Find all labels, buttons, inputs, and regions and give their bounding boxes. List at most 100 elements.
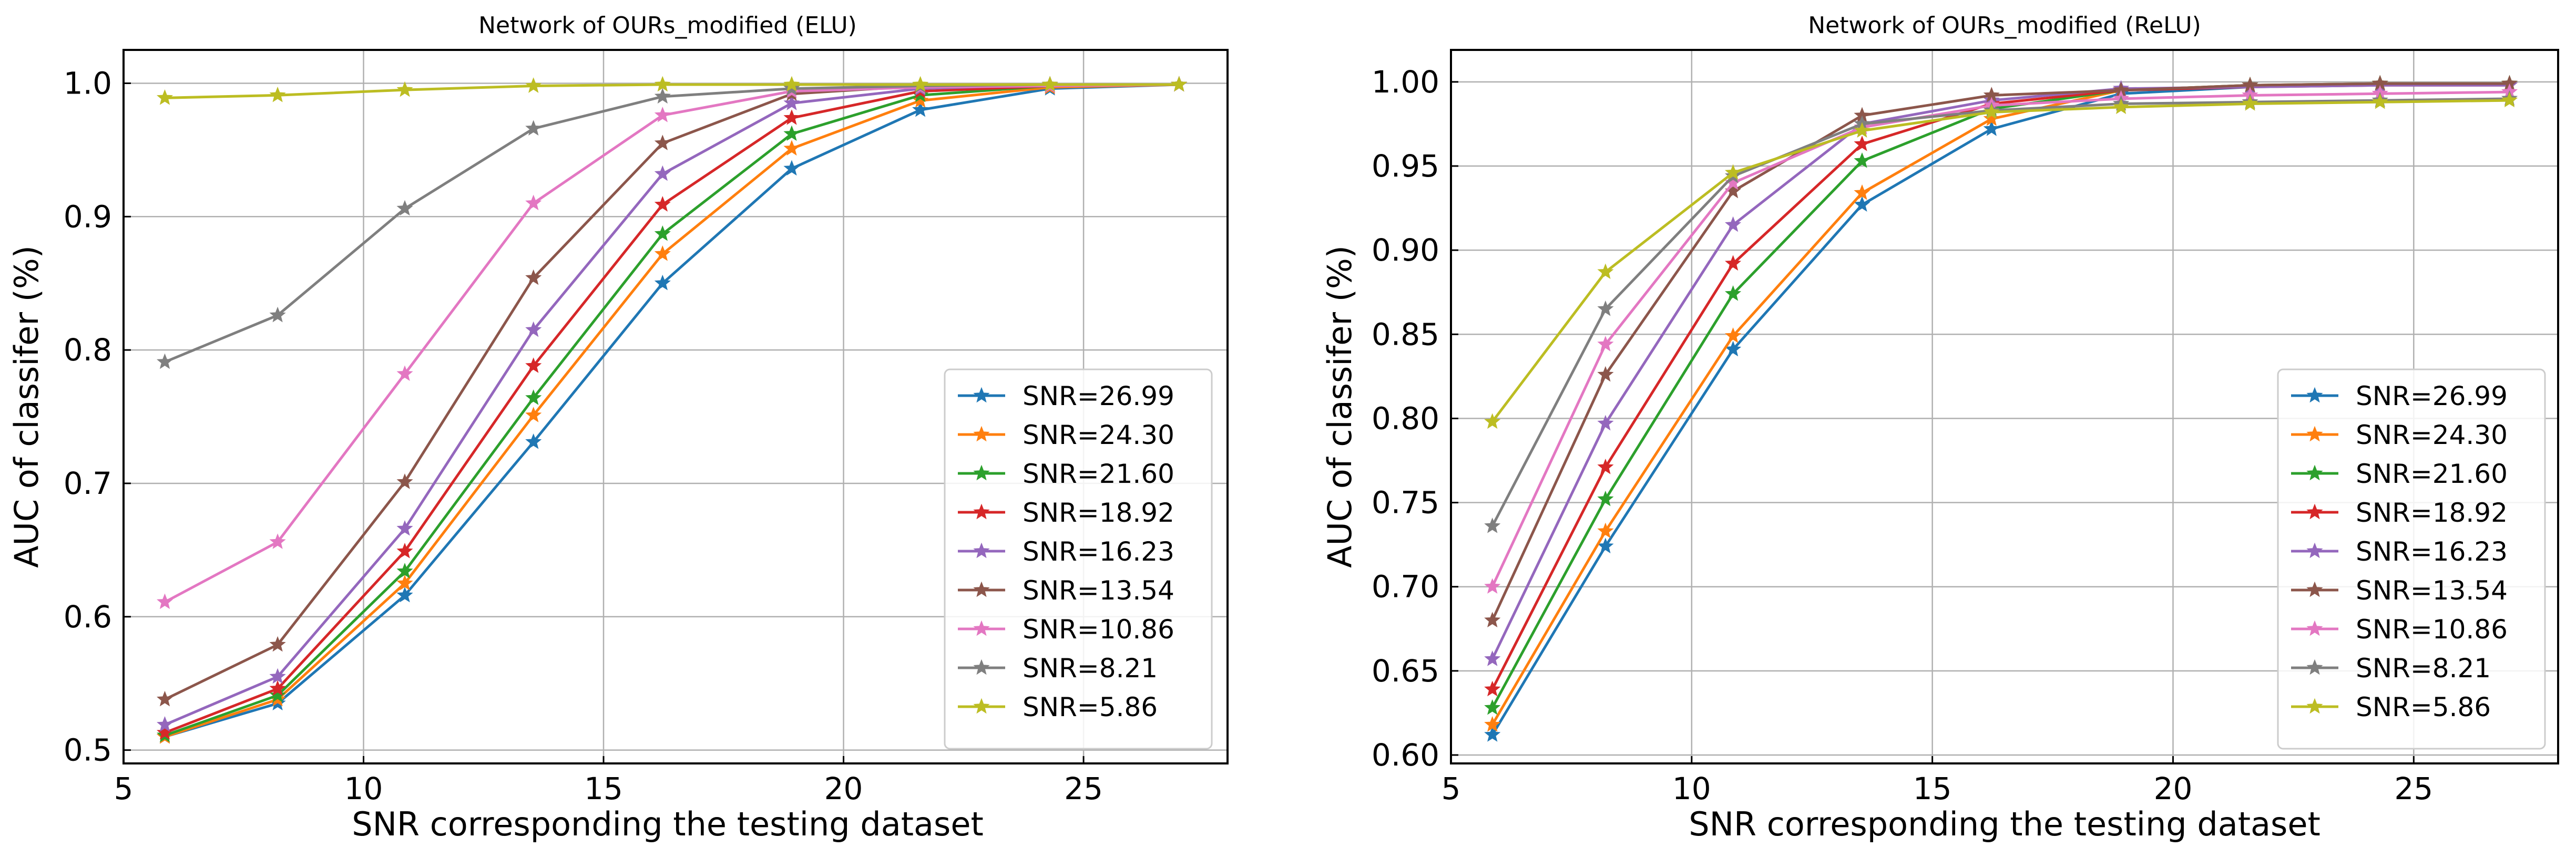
data-point-marker: [157, 353, 173, 369]
legend-swatch-marker: [973, 620, 990, 636]
data-point-marker: [396, 473, 413, 489]
data-point-marker: [783, 125, 800, 141]
y-tick-label: 0.75: [1372, 485, 1439, 521]
data-point-marker: [1724, 216, 1742, 232]
series-SNR=5.86: [1484, 91, 2518, 429]
series-layer: [156, 76, 1188, 744]
legend-item: SNR=8.21: [2291, 653, 2491, 684]
legend-label: SNR=18.92: [2356, 498, 2508, 528]
chart-title: Network of OURs_modified (ELU): [478, 12, 857, 39]
data-point-marker: [1484, 518, 1501, 533]
y-axis-label: AUC of classifer (%): [7, 245, 46, 568]
x-axis-label: SNR corresponding the testing dataset: [352, 805, 984, 843]
legend-item: SNR=18.92: [2291, 498, 2508, 528]
data-point-marker: [1983, 110, 2000, 126]
series-SNR=5.86: [157, 76, 1188, 105]
data-point-marker: [156, 724, 173, 740]
data-point-marker: [1854, 196, 1870, 212]
data-point-marker: [654, 165, 671, 181]
data-point-marker: [1597, 522, 1614, 539]
legend-label: SNR=5.86: [2356, 692, 2491, 722]
data-point-marker: [525, 407, 542, 422]
y-tick-label: 0.65: [1372, 653, 1439, 689]
series-layer: [1484, 75, 2518, 742]
data-point-marker: [269, 636, 286, 652]
data-point-marker: [2112, 98, 2130, 115]
data-point-marker: [654, 88, 671, 104]
y-tick-label: 0.60: [1372, 737, 1439, 773]
legend-item: SNR=21.60: [2291, 459, 2508, 489]
data-point-marker: [2242, 95, 2258, 111]
legend-swatch-marker: [2306, 698, 2323, 714]
y-tick-label: 1.0: [64, 65, 112, 101]
data-point-marker: [783, 160, 800, 176]
legend-label: SNR=10.86: [1023, 614, 1174, 645]
data-point-marker: [1597, 336, 1614, 352]
legend-item: SNR=24.30: [2291, 420, 2508, 450]
data-point-marker: [654, 245, 671, 261]
legend-item: SNR=26.99: [958, 381, 1174, 411]
legend-item: SNR=24.30: [958, 420, 1174, 450]
data-point-marker: [1597, 263, 1614, 280]
data-point-marker: [269, 668, 286, 684]
legend-box: [2277, 368, 2546, 750]
legend-item: SNR=16.23: [2291, 536, 2508, 567]
y-tick-label: 0.5: [64, 732, 112, 768]
x-tick-label: 10: [1672, 771, 1711, 807]
y-tick-label: 0.90: [1372, 232, 1439, 268]
y-tick-label: 0.95: [1372, 148, 1439, 184]
data-point-marker: [157, 593, 173, 609]
plot-frame: [1450, 49, 2559, 764]
data-point-marker: [1484, 726, 1501, 742]
legend-swatch-marker: [973, 503, 990, 520]
data-point-marker: [783, 95, 800, 110]
y-tick-label: 0.9: [64, 199, 112, 234]
data-point-marker: [1484, 612, 1501, 628]
legend-item: SNR=5.86: [958, 692, 1158, 722]
data-point-marker: [396, 520, 413, 536]
legend-label: SNR=10.86: [2356, 614, 2508, 645]
legend-swatch-marker: [2306, 426, 2323, 442]
data-point-marker: [1854, 136, 1870, 151]
legend-item: SNR=5.86: [2291, 692, 2491, 722]
chart-title: Network of OURs_modified (ReLU): [1808, 12, 2201, 39]
data-point-marker: [1854, 184, 1870, 200]
data-point-marker: [396, 81, 413, 97]
data-point-marker: [1724, 164, 1742, 180]
data-point-marker: [654, 196, 671, 212]
data-point-marker: [1484, 413, 1501, 429]
data-point-marker: [2371, 93, 2388, 109]
data-point-marker: [1484, 680, 1501, 697]
data-point-marker: [783, 76, 800, 92]
chart-panel-relu: Network of OURs_modified (ReLU) SNR corr…: [1321, 12, 2559, 843]
data-point-marker: [269, 86, 286, 102]
data-point-marker: [1171, 76, 1188, 92]
x-axis-label: SNR corresponding the testing dataset: [1689, 805, 2321, 843]
data-point-marker: [269, 687, 286, 702]
data-point-marker: [1597, 537, 1614, 554]
legend-label: SNR=13.54: [2356, 575, 2508, 606]
legend-swatch-marker: [2306, 503, 2323, 520]
legend-label: SNR=21.60: [2356, 459, 2508, 489]
data-point-marker: [1484, 578, 1501, 594]
legend-swatch-marker: [2306, 620, 2323, 636]
legend-label: SNR=26.99: [1023, 381, 1174, 411]
legend-swatch-marker: [973, 659, 990, 675]
legend-item: SNR=10.86: [2291, 614, 2508, 645]
legend-swatch-marker: [2306, 581, 2323, 597]
data-point-marker: [525, 269, 542, 285]
data-point-marker: [654, 135, 671, 150]
data-point-marker: [654, 107, 671, 122]
legend-swatch-marker: [973, 581, 990, 597]
legend-item: SNR=16.23: [958, 536, 1174, 567]
data-point-marker: [1484, 650, 1501, 666]
data-point-marker: [396, 586, 413, 603]
data-point-marker: [157, 89, 173, 105]
data-point-marker: [783, 109, 800, 125]
data-point-marker: [525, 120, 542, 136]
grid: [1451, 50, 2558, 763]
legend-label: SNR=8.21: [2356, 653, 2491, 684]
legend-item: SNR=26.99: [2291, 381, 2508, 411]
data-point-marker: [1597, 366, 1614, 382]
data-point-marker: [269, 680, 286, 696]
